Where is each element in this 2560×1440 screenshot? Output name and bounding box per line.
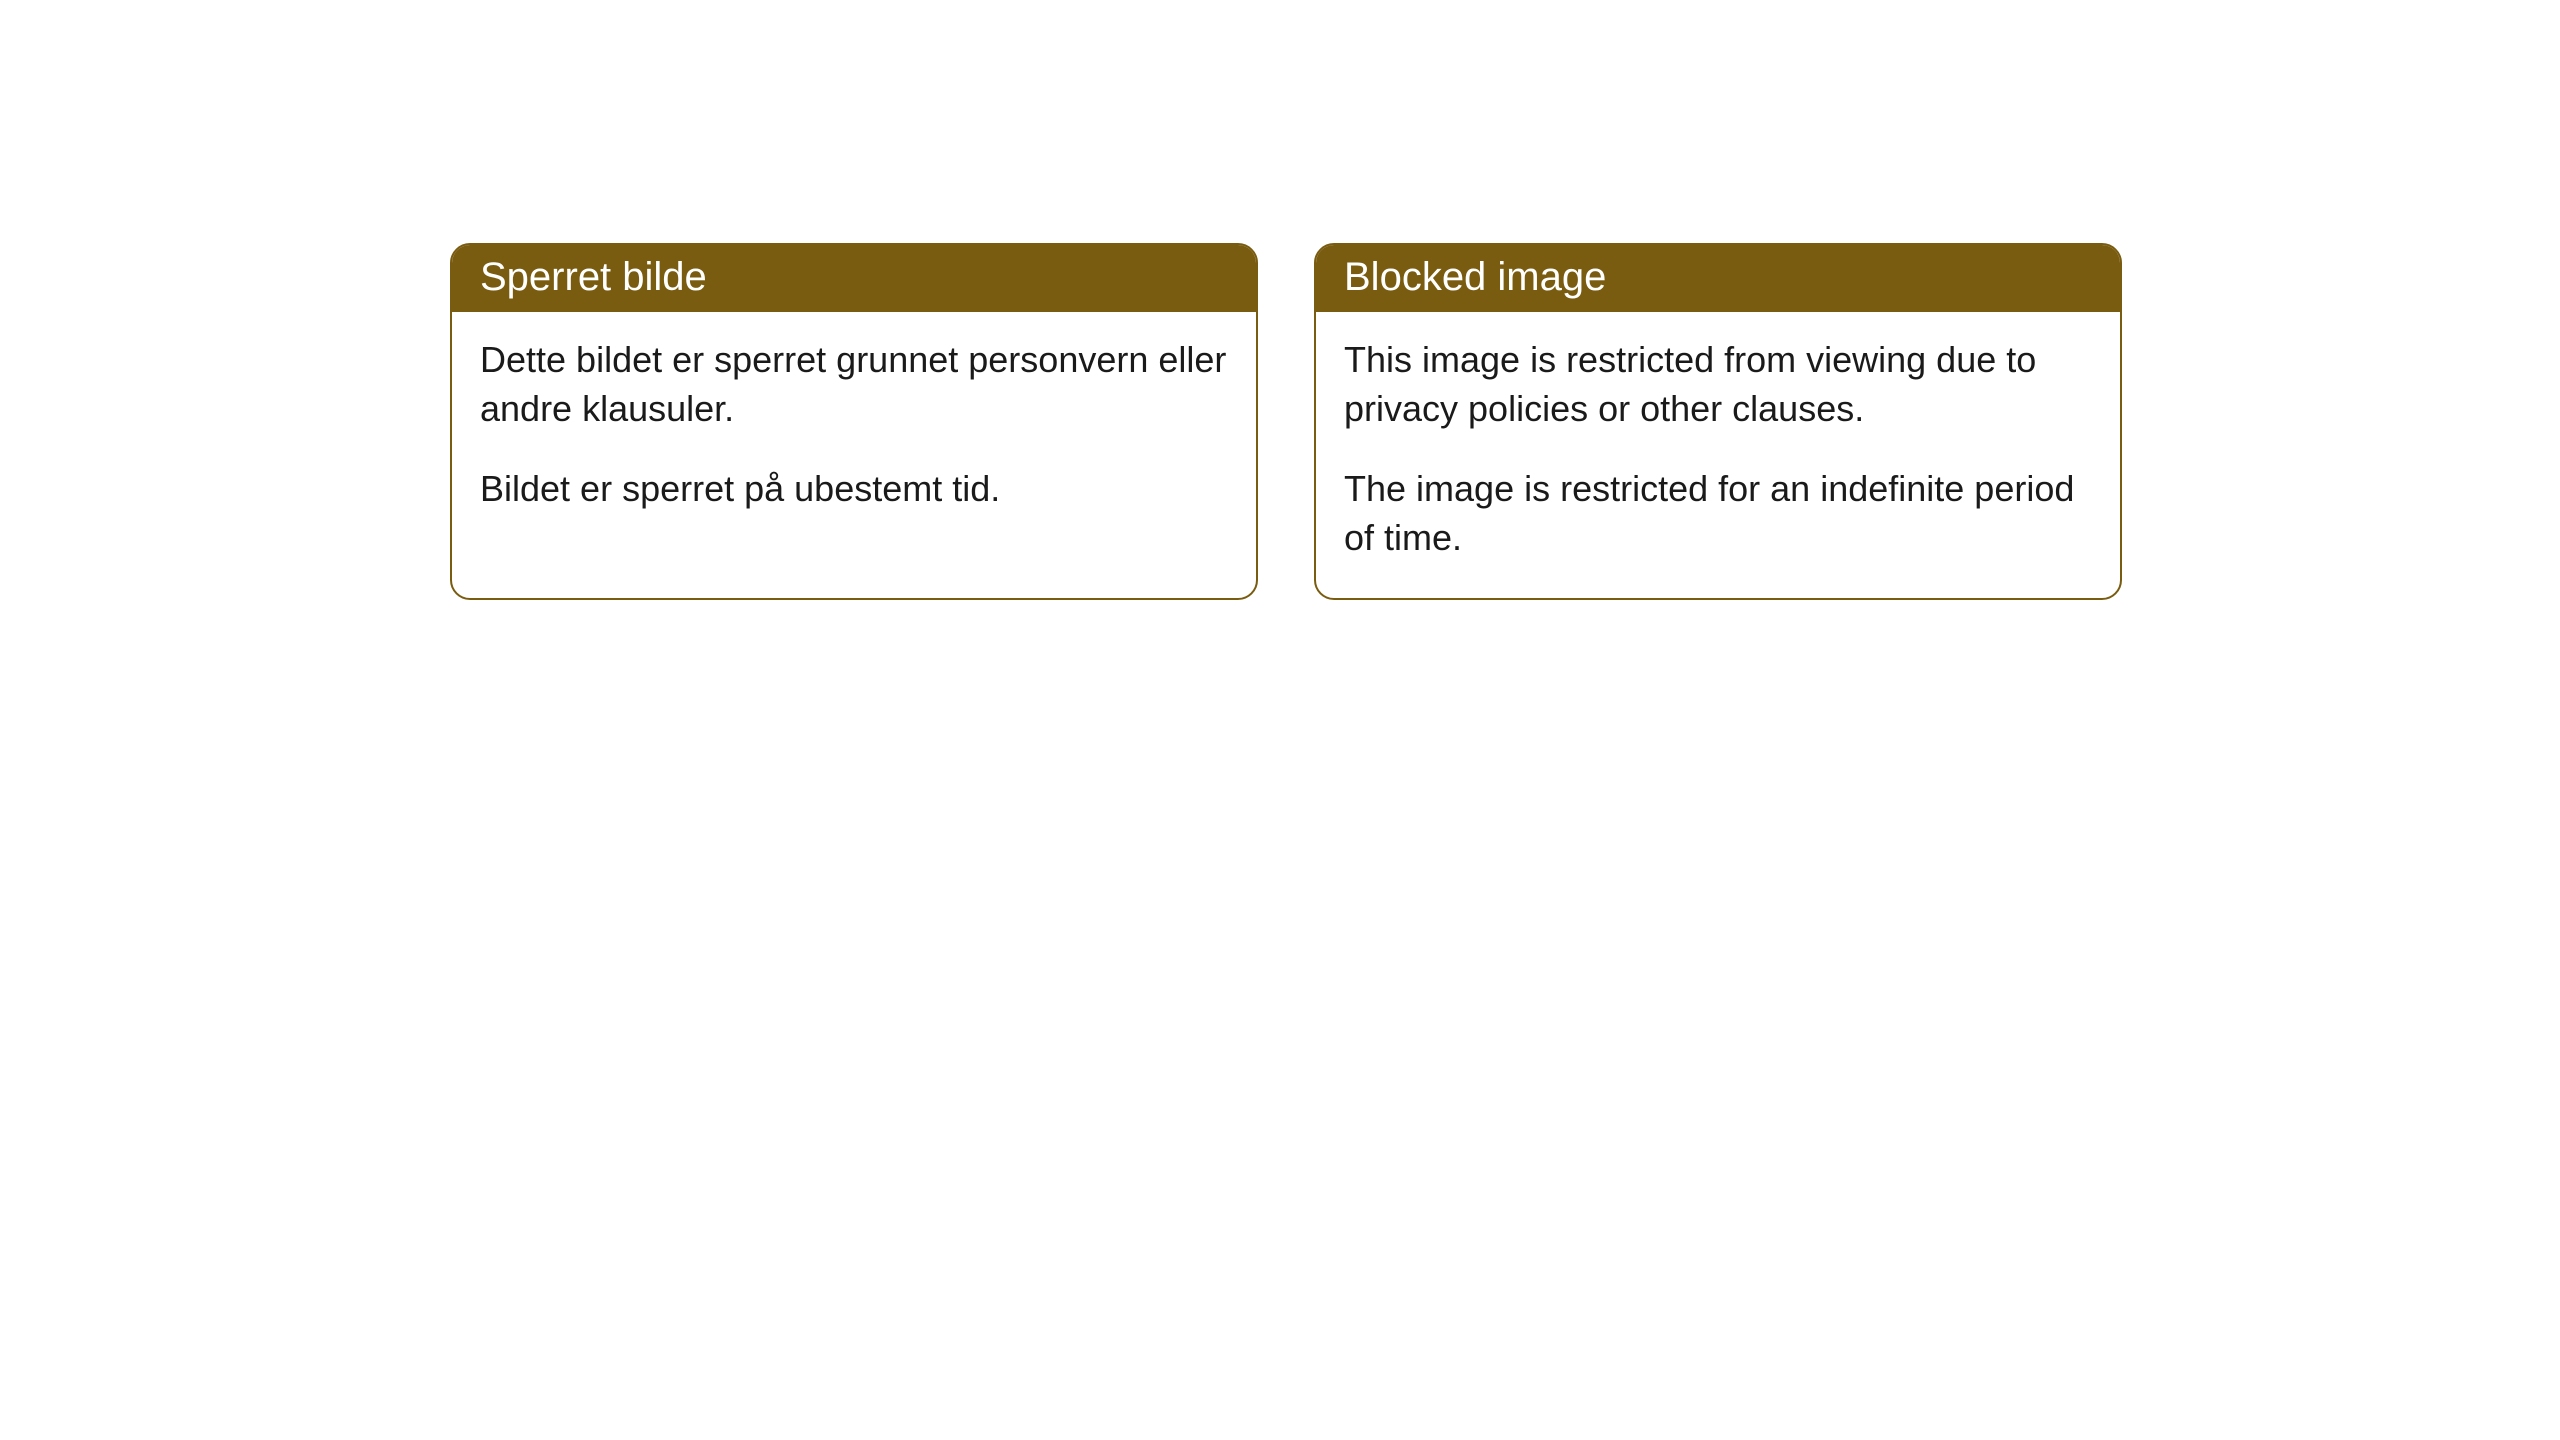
card-paragraph-1-english: This image is restricted from viewing du…: [1344, 336, 2092, 433]
card-header-english: Blocked image: [1316, 245, 2120, 312]
card-norwegian: Sperret bilde Dette bildet er sperret gr…: [450, 243, 1258, 600]
card-paragraph-2-english: The image is restricted for an indefinit…: [1344, 465, 2092, 562]
card-english: Blocked image This image is restricted f…: [1314, 243, 2122, 600]
card-paragraph-1-norwegian: Dette bildet er sperret grunnet personve…: [480, 336, 1228, 433]
card-title-norwegian: Sperret bilde: [480, 255, 707, 299]
card-paragraph-2-norwegian: Bildet er sperret på ubestemt tid.: [480, 465, 1228, 514]
card-title-english: Blocked image: [1344, 255, 1606, 299]
notice-container: Sperret bilde Dette bildet er sperret gr…: [450, 243, 2122, 600]
card-body-norwegian: Dette bildet er sperret grunnet personve…: [452, 312, 1256, 550]
card-header-norwegian: Sperret bilde: [452, 245, 1256, 312]
card-body-english: This image is restricted from viewing du…: [1316, 312, 2120, 598]
